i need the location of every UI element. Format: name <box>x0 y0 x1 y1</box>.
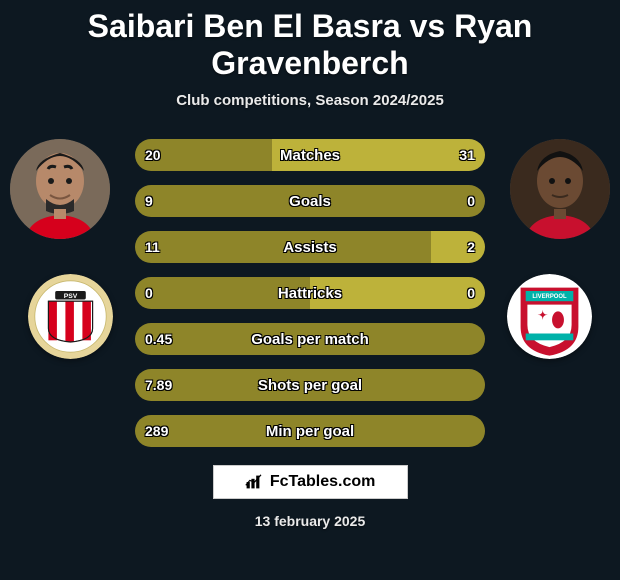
stat-value-right: 2 <box>457 231 485 263</box>
stat-value-left: 9 <box>135 185 163 217</box>
stat-row: 00Hattricks <box>135 277 485 309</box>
stat-bars: 2031Matches90Goals112Assists00Hattricks0… <box>135 139 485 447</box>
stat-bar-left <box>135 231 431 263</box>
subtitle: Club competitions, Season 2024/2025 <box>0 92 620 109</box>
stat-value-right: 31 <box>449 139 485 171</box>
player-left-avatar <box>10 139 110 239</box>
club-left-crest: PSV <box>28 274 113 359</box>
club-right-crest: LIVERPOOL <box>507 274 592 359</box>
stat-value-right: 0 <box>457 185 485 217</box>
stat-value-left: 7.89 <box>135 369 182 401</box>
stat-row: 112Assists <box>135 231 485 263</box>
stat-value-right: 0 <box>457 277 485 309</box>
footer-date: 13 february 2025 <box>0 513 620 529</box>
stat-value-left: 20 <box>135 139 171 171</box>
brand-badge[interactable]: FcTables.com <box>213 465 408 499</box>
brand-logo-icon <box>245 474 264 490</box>
stat-value-left: 289 <box>135 415 178 447</box>
stat-value-left: 0 <box>135 277 163 309</box>
svg-text:PSV: PSV <box>64 293 78 300</box>
page-title: Saibari Ben El Basra vs Ryan Gravenberch <box>0 0 620 82</box>
stat-bar-left <box>135 415 485 447</box>
comparison-content: PSV LIVERPOOL 2031Matches90Goals112Assis… <box>0 139 620 447</box>
stat-row: 0.45Goals per match <box>135 323 485 355</box>
stat-row: 289Min per goal <box>135 415 485 447</box>
stat-row: 90Goals <box>135 185 485 217</box>
player-right-avatar <box>510 139 610 239</box>
brand-text: FcTables.com <box>270 473 376 491</box>
stat-value-left: 11 <box>135 231 170 263</box>
stat-row: 2031Matches <box>135 139 485 171</box>
stat-bar-left <box>135 185 485 217</box>
stat-bar-left <box>135 369 485 401</box>
stat-value-left: 0.45 <box>135 323 182 355</box>
svg-text:LIVERPOOL: LIVERPOOL <box>532 294 567 300</box>
stat-row: 7.89Shots per goal <box>135 369 485 401</box>
stat-bar-left <box>135 323 485 355</box>
